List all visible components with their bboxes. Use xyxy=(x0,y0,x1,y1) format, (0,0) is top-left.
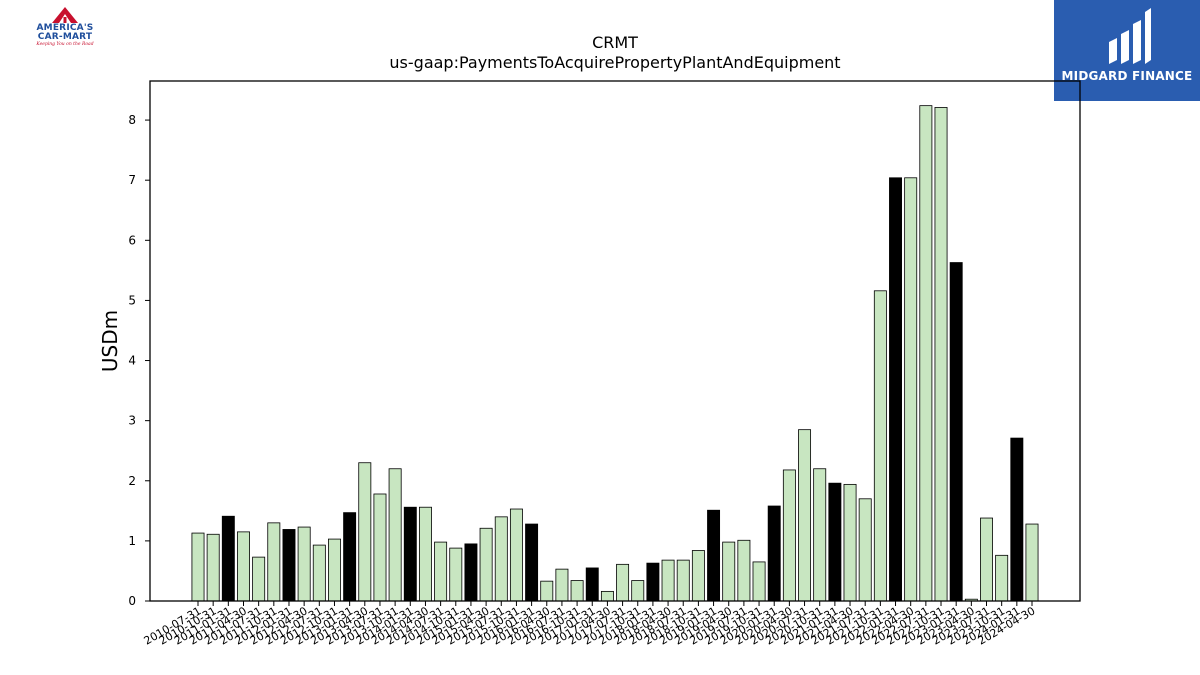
bar-2019-04-30 xyxy=(722,541,736,602)
bar-2017-01-31 xyxy=(585,567,599,602)
bar-2018-07-31 xyxy=(676,559,690,602)
bar-2014-04-30 xyxy=(418,506,432,602)
midgard-finance-wordmark: MIDGARD FINANCE xyxy=(1061,69,1193,83)
bar-2018-04-30 xyxy=(661,559,675,602)
bar-2010-10-31 xyxy=(206,533,220,602)
bar-2016-01-31 xyxy=(525,523,539,602)
bar-2021-10-31 xyxy=(873,290,887,602)
midgard-finance-logo: MIDGARD FINANCE xyxy=(1054,0,1200,101)
bar-2011-04-30 xyxy=(237,531,250,602)
bar-2018-10-31 xyxy=(691,550,705,602)
chart-title: CRMT xyxy=(592,33,638,52)
y-tick-label: 5 xyxy=(128,293,136,307)
y-tick-label: 3 xyxy=(128,414,136,428)
bar-2010-07-31 xyxy=(191,532,205,602)
logo-line-2: CAR-MART xyxy=(37,32,93,42)
bar-2013-01-31 xyxy=(343,512,357,602)
bar-2023-10-31 xyxy=(995,554,1009,602)
y-tick-label: 0 xyxy=(128,594,136,608)
bar-2016-07-31 xyxy=(555,568,569,602)
x-axis: 2010-07-312010-10-312011-01-312011-04-30… xyxy=(142,601,1038,648)
bar-2013-07-31 xyxy=(373,493,387,602)
bar-2022-10-31 xyxy=(934,107,948,602)
car-mart-roof-icon xyxy=(52,7,78,23)
bar-2011-01-31 xyxy=(221,515,235,602)
y-tick-label: 2 xyxy=(128,474,136,488)
bar-2019-10-31 xyxy=(752,561,766,602)
plot-frame xyxy=(149,80,1081,602)
bar-2020-10-31 xyxy=(813,468,827,602)
bar-2015-04-30 xyxy=(479,527,493,602)
logo-line-1: AMERICA'S xyxy=(36,23,94,33)
y-axis: 0 1 2 3 4 5 6 7 8 xyxy=(128,113,150,608)
bar-2019-07-31 xyxy=(737,539,751,602)
bar-2021-01-31 xyxy=(828,482,842,602)
bar-2024-01-31 xyxy=(1010,437,1024,602)
bar-2023-01-31 xyxy=(949,262,963,602)
bar-2012-01-31 xyxy=(282,529,296,602)
bar-2015-01-31 xyxy=(464,543,478,602)
y-tick-label: 8 xyxy=(128,113,136,127)
bar-2015-10-31 xyxy=(509,508,523,602)
bar-2021-04-30 xyxy=(843,483,857,602)
chart-subtitle: us-gaap:PaymentsToAcquirePropertyPlantAn… xyxy=(389,53,840,72)
y-tick-label: 4 xyxy=(128,354,136,368)
bar-2024-04-30 xyxy=(1025,523,1039,602)
bar-2014-01-31 xyxy=(403,506,417,602)
bar-2017-04-30 xyxy=(600,590,614,602)
y-tick-label: 1 xyxy=(128,534,136,548)
bar-2015-07-31 xyxy=(494,516,508,602)
bar-2017-07-31 xyxy=(616,563,630,602)
bar-2018-01-31 xyxy=(646,562,660,602)
bar-2023-07-31 xyxy=(980,517,993,602)
y-axis-label: USDm xyxy=(98,310,122,372)
y-tick-label: 7 xyxy=(128,173,136,187)
bar-2019-01-31 xyxy=(707,509,721,602)
logo-tagline: Keeping You on the Road xyxy=(36,42,94,47)
bar-2020-04-30 xyxy=(782,469,796,602)
bar-2013-10-31 xyxy=(388,468,402,602)
bar-2022-07-31 xyxy=(919,105,933,602)
bar-2022-01-31 xyxy=(889,177,902,602)
midgard-finance-emblem-icon xyxy=(1109,8,1151,64)
americas-car-mart-logo: AMERICA'S CAR-MART Keeping You on the Ro… xyxy=(20,6,110,58)
bar-2022-04-30 xyxy=(904,177,918,602)
bar-2020-01-31 xyxy=(767,505,781,602)
bar-2014-10-31 xyxy=(449,547,463,602)
bar-2012-10-31 xyxy=(328,538,341,602)
bar-2017-10-31 xyxy=(631,580,645,602)
bar-2013-04-30 xyxy=(358,462,372,602)
bar-2014-07-31 xyxy=(434,541,448,602)
bar-2011-07-31 xyxy=(252,556,266,602)
bar-2012-04-30 xyxy=(297,526,311,602)
bar-2020-07-31 xyxy=(798,429,812,602)
bar-2012-07-31 xyxy=(312,544,326,602)
bar-2016-10-31 xyxy=(570,580,584,602)
bar-2011-10-31 xyxy=(267,522,281,602)
bar-2021-07-31 xyxy=(858,498,872,602)
bar-2016-04-30 xyxy=(540,580,554,602)
bars-layer xyxy=(191,105,1039,602)
y-tick-label: 6 xyxy=(128,233,136,247)
